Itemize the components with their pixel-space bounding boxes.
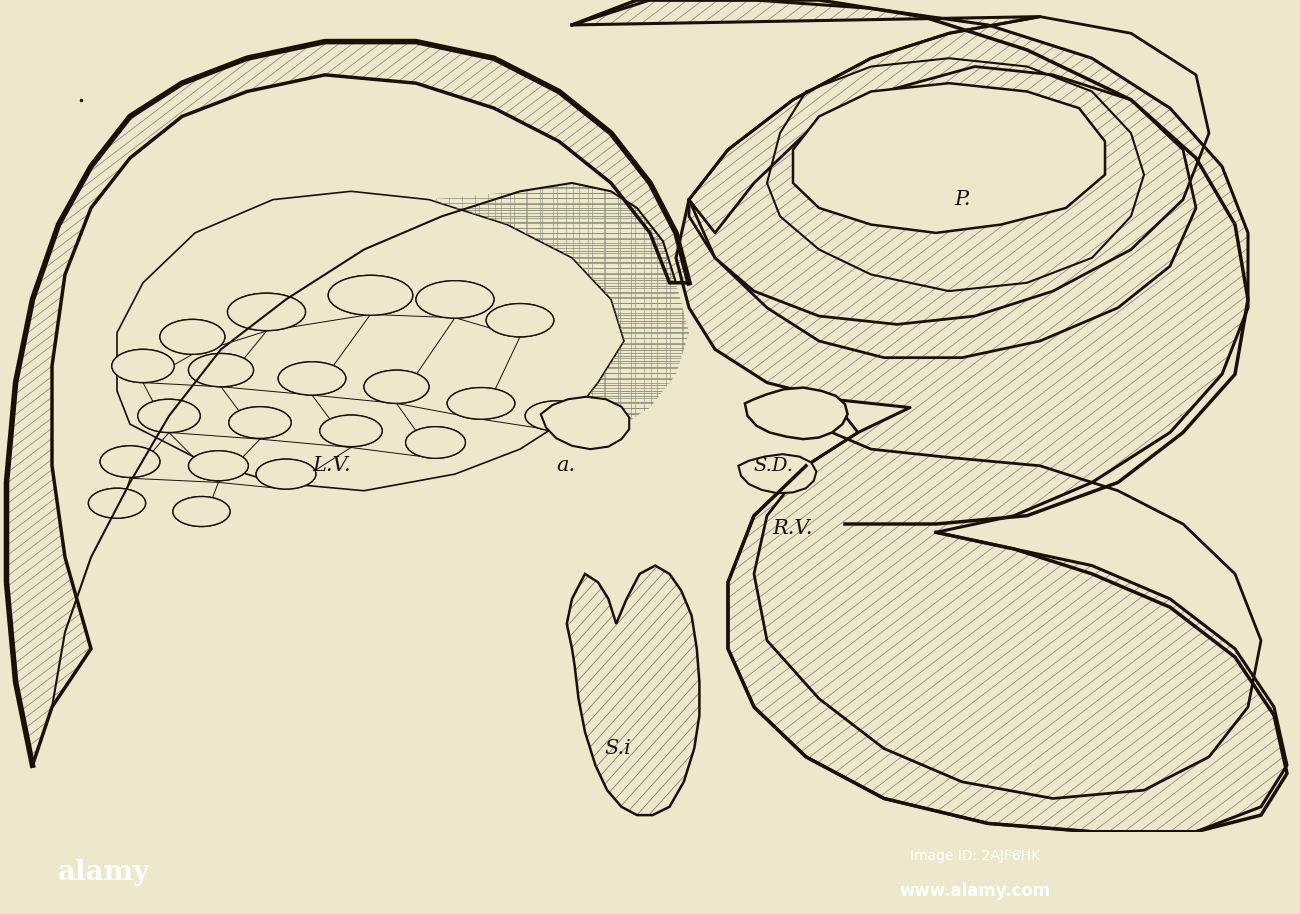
Polygon shape <box>745 388 848 439</box>
Text: P.: P. <box>954 190 970 209</box>
Ellipse shape <box>188 354 254 387</box>
Ellipse shape <box>447 388 515 420</box>
Ellipse shape <box>525 401 588 430</box>
Text: S.i: S.i <box>604 739 630 758</box>
Ellipse shape <box>364 370 429 403</box>
Text: Image ID: 2AJF6HK: Image ID: 2AJF6HK <box>910 849 1040 864</box>
Ellipse shape <box>256 459 316 489</box>
Ellipse shape <box>173 496 230 526</box>
Ellipse shape <box>112 349 174 383</box>
Ellipse shape <box>278 362 346 395</box>
Ellipse shape <box>256 459 316 489</box>
Ellipse shape <box>112 349 174 383</box>
Ellipse shape <box>88 488 146 518</box>
Text: L.V.: L.V. <box>312 456 351 475</box>
Ellipse shape <box>188 354 254 387</box>
Ellipse shape <box>328 275 412 315</box>
Text: www.alamy.com: www.alamy.com <box>900 882 1050 900</box>
Ellipse shape <box>320 415 382 447</box>
Ellipse shape <box>320 415 382 447</box>
Text: a.: a. <box>556 456 575 475</box>
Ellipse shape <box>416 281 494 318</box>
Ellipse shape <box>486 303 554 337</box>
Ellipse shape <box>160 319 225 355</box>
Ellipse shape <box>160 319 225 355</box>
Ellipse shape <box>406 427 465 458</box>
Ellipse shape <box>447 388 515 420</box>
Ellipse shape <box>278 362 346 395</box>
Ellipse shape <box>188 451 248 481</box>
Polygon shape <box>117 191 624 491</box>
Ellipse shape <box>486 303 554 337</box>
Polygon shape <box>738 454 816 494</box>
Ellipse shape <box>188 451 248 481</box>
Ellipse shape <box>525 401 588 430</box>
Ellipse shape <box>416 281 494 318</box>
Ellipse shape <box>227 293 306 331</box>
Polygon shape <box>793 83 1105 233</box>
Ellipse shape <box>229 407 291 439</box>
Ellipse shape <box>227 293 306 331</box>
Ellipse shape <box>100 446 160 477</box>
Ellipse shape <box>229 407 291 439</box>
Ellipse shape <box>88 488 146 518</box>
Polygon shape <box>541 397 629 449</box>
Ellipse shape <box>406 427 465 458</box>
Text: alamy: alamy <box>58 859 150 887</box>
Ellipse shape <box>364 370 429 403</box>
Text: S.D.: S.D. <box>754 457 793 474</box>
Ellipse shape <box>173 496 230 526</box>
Ellipse shape <box>328 275 412 315</box>
Text: R.V.: R.V. <box>772 518 814 537</box>
Ellipse shape <box>138 399 200 432</box>
Ellipse shape <box>138 399 200 432</box>
Ellipse shape <box>100 446 160 477</box>
